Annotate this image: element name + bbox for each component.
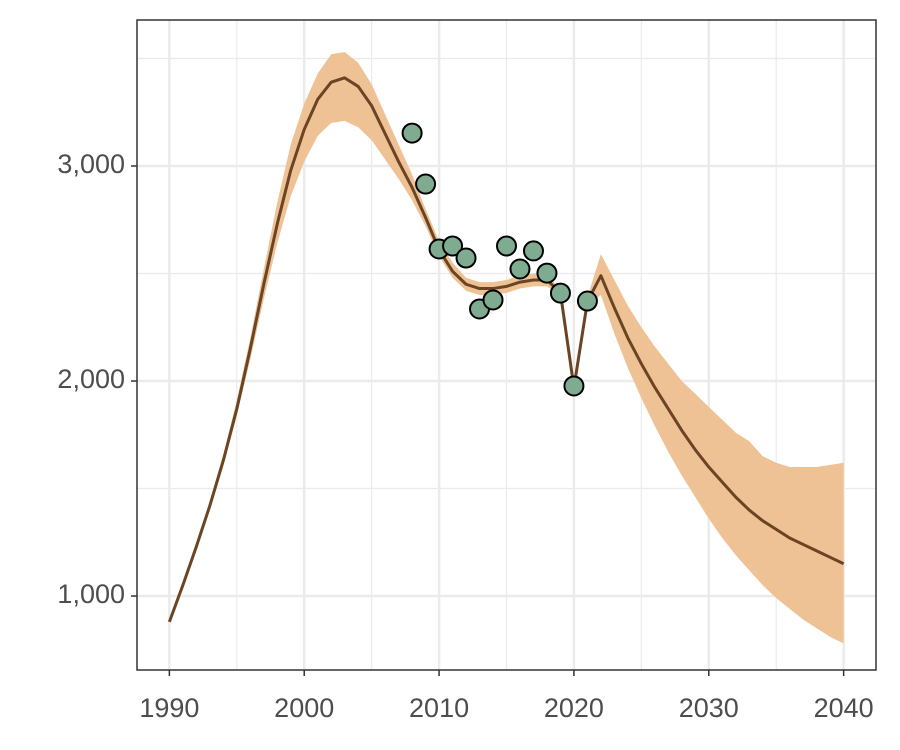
observed-point bbox=[576, 290, 598, 312]
observed-point bbox=[509, 258, 531, 280]
observed-point bbox=[401, 122, 423, 144]
x-tick-label: 2010 bbox=[409, 693, 469, 723]
observed-point bbox=[496, 235, 517, 257]
y-tick-label: 1,000 bbox=[57, 579, 125, 609]
observed-point bbox=[522, 240, 544, 262]
panel-border bbox=[136, 19, 877, 671]
x-tick-label: 2030 bbox=[679, 693, 739, 723]
x-tick-label: 2040 bbox=[814, 693, 874, 723]
observed-point bbox=[536, 262, 558, 284]
observed-point bbox=[549, 282, 571, 304]
observed-point bbox=[482, 289, 504, 311]
observed-point bbox=[455, 247, 477, 269]
y-tick-label: 3,000 bbox=[57, 149, 125, 179]
median-line bbox=[167, 76, 845, 623]
uncertainty-band bbox=[169, 52, 844, 644]
x-tick-label: 2020 bbox=[544, 693, 604, 723]
observed-point bbox=[442, 235, 464, 257]
y-tick-label: 2,000 bbox=[57, 364, 125, 394]
observed-point bbox=[563, 375, 585, 397]
x-tick-label: 2000 bbox=[274, 693, 334, 723]
observed-point bbox=[415, 173, 437, 195]
x-tick-label: 1990 bbox=[139, 693, 199, 723]
